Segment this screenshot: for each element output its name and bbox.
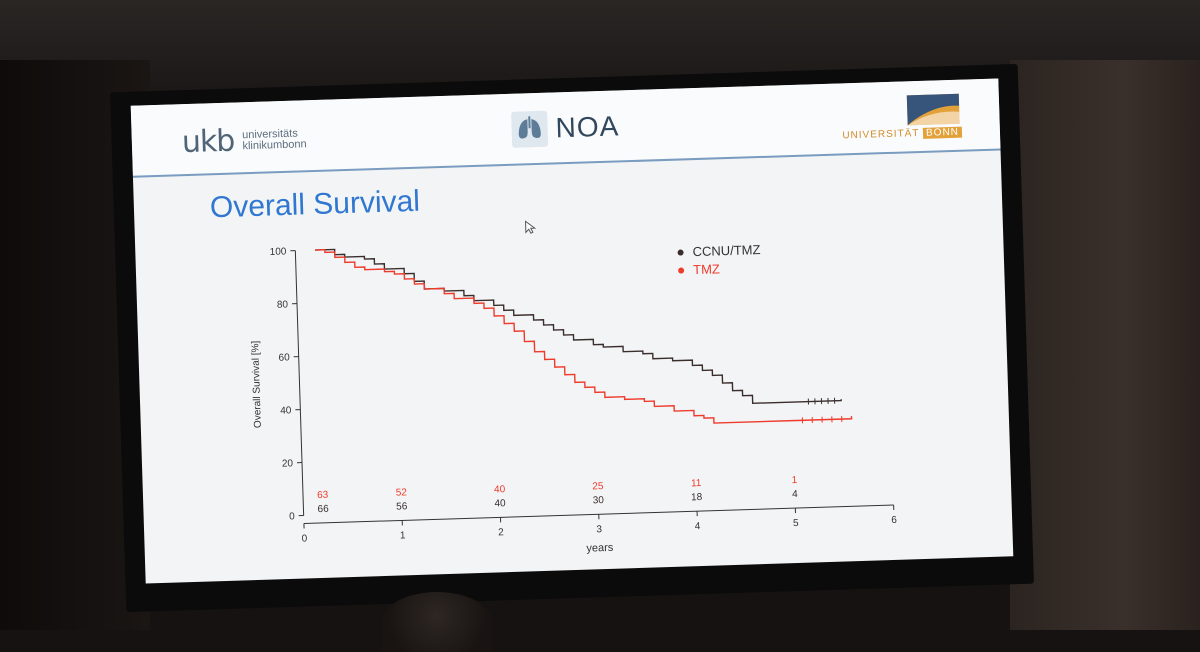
at-risk-ccnu-tmz: 30: [593, 495, 605, 506]
at-risk-ccnu-tmz: 4: [792, 489, 798, 500]
room-wall-right: [1010, 60, 1200, 630]
at-risk-tmz: 40: [494, 484, 506, 495]
y-tick-label: 20: [282, 458, 294, 469]
legend-label-ccnu-tmz: CCNU/TMZ: [692, 242, 760, 259]
x-tick-label: 4: [695, 521, 701, 532]
ukb-logo: ukb universitäts klinikumbonn: [181, 124, 307, 158]
x-tick-label: 5: [793, 518, 799, 529]
y-tick-label: 100: [270, 246, 287, 258]
at-risk-ccnu-tmz: 18: [691, 492, 703, 503]
x-tick-label: 6: [891, 515, 897, 526]
at-risk-tmz: 63: [317, 490, 329, 501]
y-tick-label: 80: [277, 299, 289, 310]
y-tick-label: 60: [278, 352, 290, 363]
y-tick-label: 0: [289, 511, 295, 522]
ukb-logo-line2: klinikumbonn: [242, 138, 307, 152]
at-risk-tmz: 52: [396, 487, 408, 498]
bonn-text-prefix: UNIVERSITÄT: [842, 128, 923, 142]
university-bonn-logo: UNIVERSITÄT BONN: [811, 92, 962, 147]
audience-head: [382, 592, 492, 652]
x-tick-label: 0: [301, 533, 307, 544]
lungs-icon: [511, 111, 548, 148]
y-tick-label: 40: [280, 405, 292, 416]
at-risk-tmz: 25: [592, 481, 604, 492]
x-axis-title: years: [586, 542, 614, 555]
y-axis-line: [295, 251, 303, 516]
ukb-logo-mark: ukb: [181, 127, 234, 159]
bonn-text-suffix: BONN: [923, 127, 962, 139]
series-line-ccnu-tmz: [315, 234, 841, 417]
legend-label-tmz: TMZ: [693, 261, 720, 277]
presentation-slide: ukb universitäts klinikumbonn NOA UNIVER…: [131, 78, 1014, 583]
series-line-tmz: [315, 233, 852, 435]
slide-title: Overall Survival: [209, 185, 420, 226]
x-tick-label: 2: [498, 527, 504, 538]
x-tick-label: 1: [400, 530, 406, 541]
university-bonn-text: UNIVERSITÄT BONN: [842, 127, 962, 142]
legend-marker-ccnu-tmz: [677, 249, 683, 255]
at-risk-tmz: 1: [792, 475, 798, 486]
at-risk-ccnu-tmz: 66: [317, 504, 329, 515]
at-risk-ccnu-tmz: 40: [494, 498, 506, 509]
ukb-logo-text: universitäts klinikumbonn: [242, 128, 307, 152]
noa-logo-text: NOA: [555, 110, 620, 144]
at-risk-tmz: 11: [691, 478, 702, 489]
y-axis-title: Overall Survival [%]: [250, 340, 264, 428]
legend-marker-tmz: [678, 267, 684, 273]
at-risk-ccnu-tmz: 56: [396, 501, 408, 512]
x-tick-label: 3: [596, 524, 602, 535]
noa-logo: NOA: [511, 108, 620, 147]
